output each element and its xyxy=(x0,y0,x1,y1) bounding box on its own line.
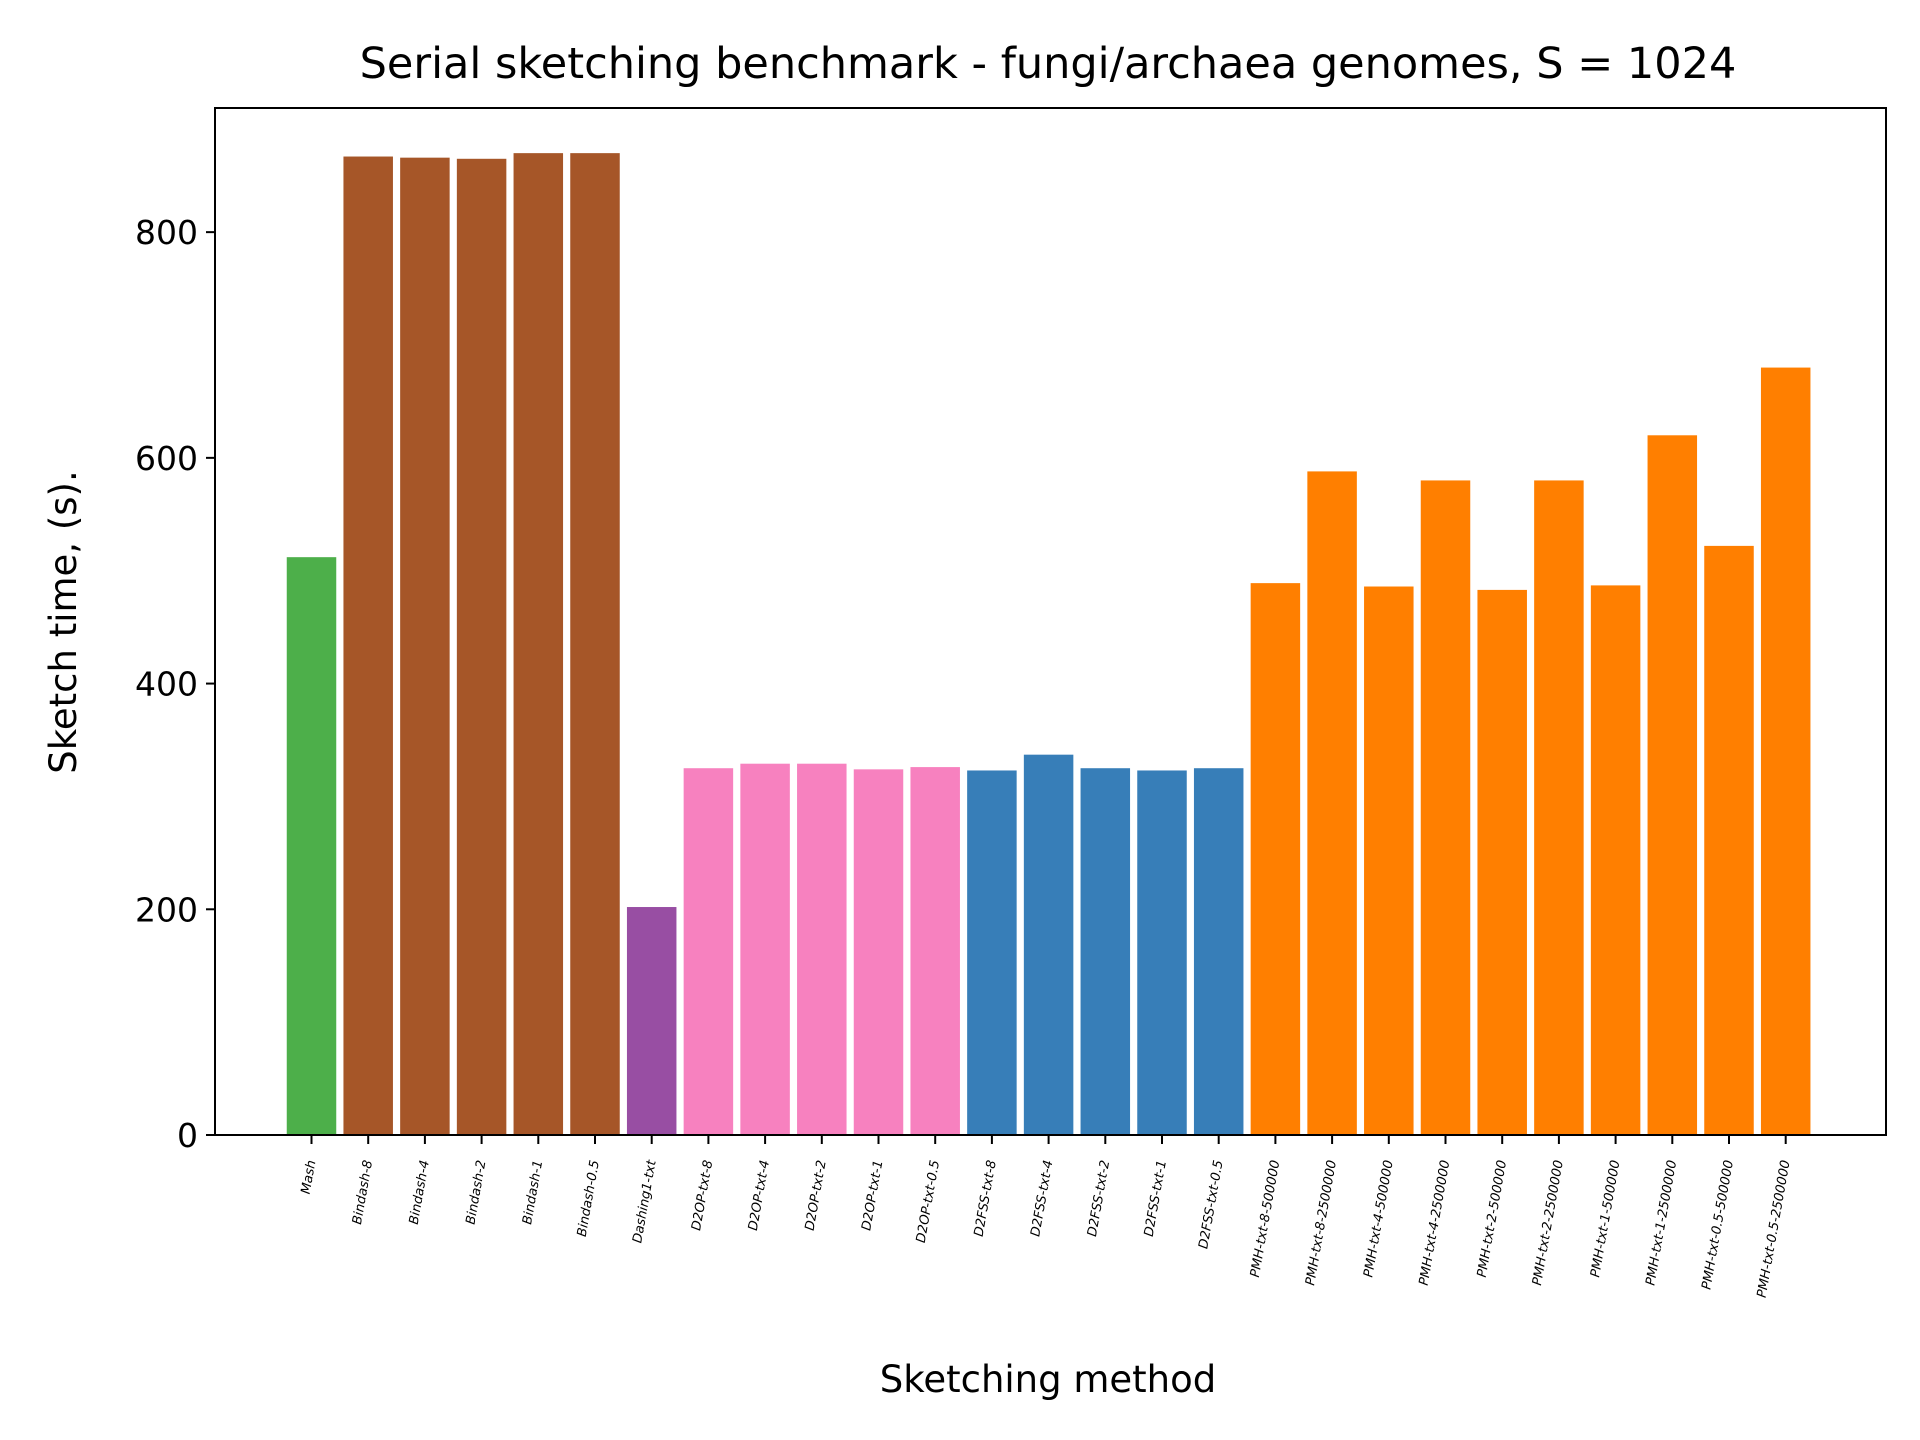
bar-D2OP-txt-8 xyxy=(683,768,734,1135)
bar-Mash xyxy=(286,557,337,1135)
x-tick-label: D2FSS-txt-0.5 xyxy=(1196,1159,1226,1250)
y-axis-label: Sketch time, (s). xyxy=(42,470,85,773)
y-axis: 0 200 400 600 800 xyxy=(135,213,215,1155)
plot-area-frame xyxy=(214,107,1887,1136)
bars-group xyxy=(286,153,1811,1136)
x-tick-label: PMH-txt-1-500000 xyxy=(1588,1159,1623,1279)
bar-D2FSS-txt-8 xyxy=(967,770,1017,1135)
x-tick-label: D2OP-txt-8 xyxy=(689,1159,716,1232)
x-tick-label: Dashing1-txt xyxy=(630,1158,660,1244)
x-tick-label: D2OP-txt-0.5 xyxy=(914,1159,943,1244)
x-tick-label: Bindash-8 xyxy=(350,1159,376,1226)
bar-D2FSS-txt-1 xyxy=(1137,770,1187,1135)
y-tick-label: 0 xyxy=(177,1116,198,1155)
bar-D2FSS-txt-4 xyxy=(1023,754,1074,1135)
bar-PMH-txt-4-2500000 xyxy=(1420,480,1471,1135)
x-tick-label: PMH-txt-4-2500000 xyxy=(1417,1159,1454,1287)
x-tick-label: Bindash-0.5 xyxy=(575,1159,603,1238)
x-tick-label: D2OP-txt-4 xyxy=(746,1159,773,1232)
chart-title: Serial sketching benchmark - fungi/archa… xyxy=(360,39,1737,89)
x-tick-label: D2OP-txt-1 xyxy=(859,1159,886,1232)
y-tick-label: 400 xyxy=(135,665,198,704)
y-tick-label: 200 xyxy=(135,890,198,929)
y-tick-label: 600 xyxy=(135,439,198,478)
x-tick-label: Bindash-4 xyxy=(407,1159,433,1226)
bar-Bindash-1 xyxy=(513,153,564,1135)
x-tick-label: Bindash-2 xyxy=(463,1159,489,1226)
x-tick-label: PMH-txt-0.5-2500000 xyxy=(1755,1159,1794,1299)
bar-PMH-txt-8-500000 xyxy=(1250,583,1301,1135)
x-tick-label: Mash xyxy=(299,1159,320,1195)
bar-D2OP-txt-0.5 xyxy=(910,767,960,1135)
bar-PMH-txt-1-500000 xyxy=(1590,585,1641,1135)
bar-D2OP-txt-2 xyxy=(797,763,847,1135)
x-tick-label: Bindash-1 xyxy=(520,1159,546,1226)
x-tick-label: PMH-txt-1-2500000 xyxy=(1643,1159,1680,1287)
x-tick-label: D2FSS-txt-4 xyxy=(1028,1159,1056,1238)
x-tick-label: PMH-txt-8-2500000 xyxy=(1303,1159,1340,1287)
bar-PMH-txt-8-2500000 xyxy=(1307,471,1357,1135)
x-axis-label: Sketching method xyxy=(880,1358,1217,1401)
bar-PMH-txt-0.5-2500000 xyxy=(1760,367,1811,1135)
x-tick-label: PMH-txt-8-500000 xyxy=(1248,1159,1283,1279)
bar-PMH-txt-1-2500000 xyxy=(1647,435,1698,1135)
bar-PMH-txt-0.5-500000 xyxy=(1704,545,1754,1135)
x-tick-label: PMH-txt-4-500000 xyxy=(1361,1159,1396,1279)
bar-D2OP-txt-1 xyxy=(853,769,904,1135)
bar-Bindash-2 xyxy=(456,158,507,1136)
bar-PMH-txt-2-2500000 xyxy=(1534,480,1584,1135)
bar-Dashing1-txt xyxy=(626,907,677,1135)
bar-D2OP-txt-4 xyxy=(740,763,790,1135)
x-tick-label: D2OP-txt-2 xyxy=(803,1159,830,1232)
bar-PMH-txt-4-500000 xyxy=(1364,586,1414,1135)
bar-Bindash-4 xyxy=(400,157,450,1135)
bar-PMH-txt-2-500000 xyxy=(1477,589,1527,1135)
x-tick-label: D2FSS-txt-2 xyxy=(1085,1159,1113,1238)
x-tick-label: PMH-txt-2-500000 xyxy=(1475,1159,1510,1279)
x-tick-label: D2FSS-txt-8 xyxy=(972,1159,1000,1238)
x-axis: Mash Bindash-8 Bindash-4 Bindash-2 Bindash-1… xyxy=(299,1135,1794,1299)
x-tick-label: PMH-txt-0.5-500000 xyxy=(1699,1159,1737,1291)
x-tick-label: D2FSS-txt-1 xyxy=(1142,1159,1170,1238)
y-tick-label: 800 xyxy=(135,213,198,252)
x-tick-label: PMH-txt-2-2500000 xyxy=(1530,1159,1567,1287)
bar-D2FSS-txt-0.5 xyxy=(1193,768,1244,1135)
bar-D2FSS-txt-2 xyxy=(1080,768,1131,1135)
bar-Bindash-8 xyxy=(343,156,393,1135)
bar-Bindash-0.5 xyxy=(570,153,620,1135)
